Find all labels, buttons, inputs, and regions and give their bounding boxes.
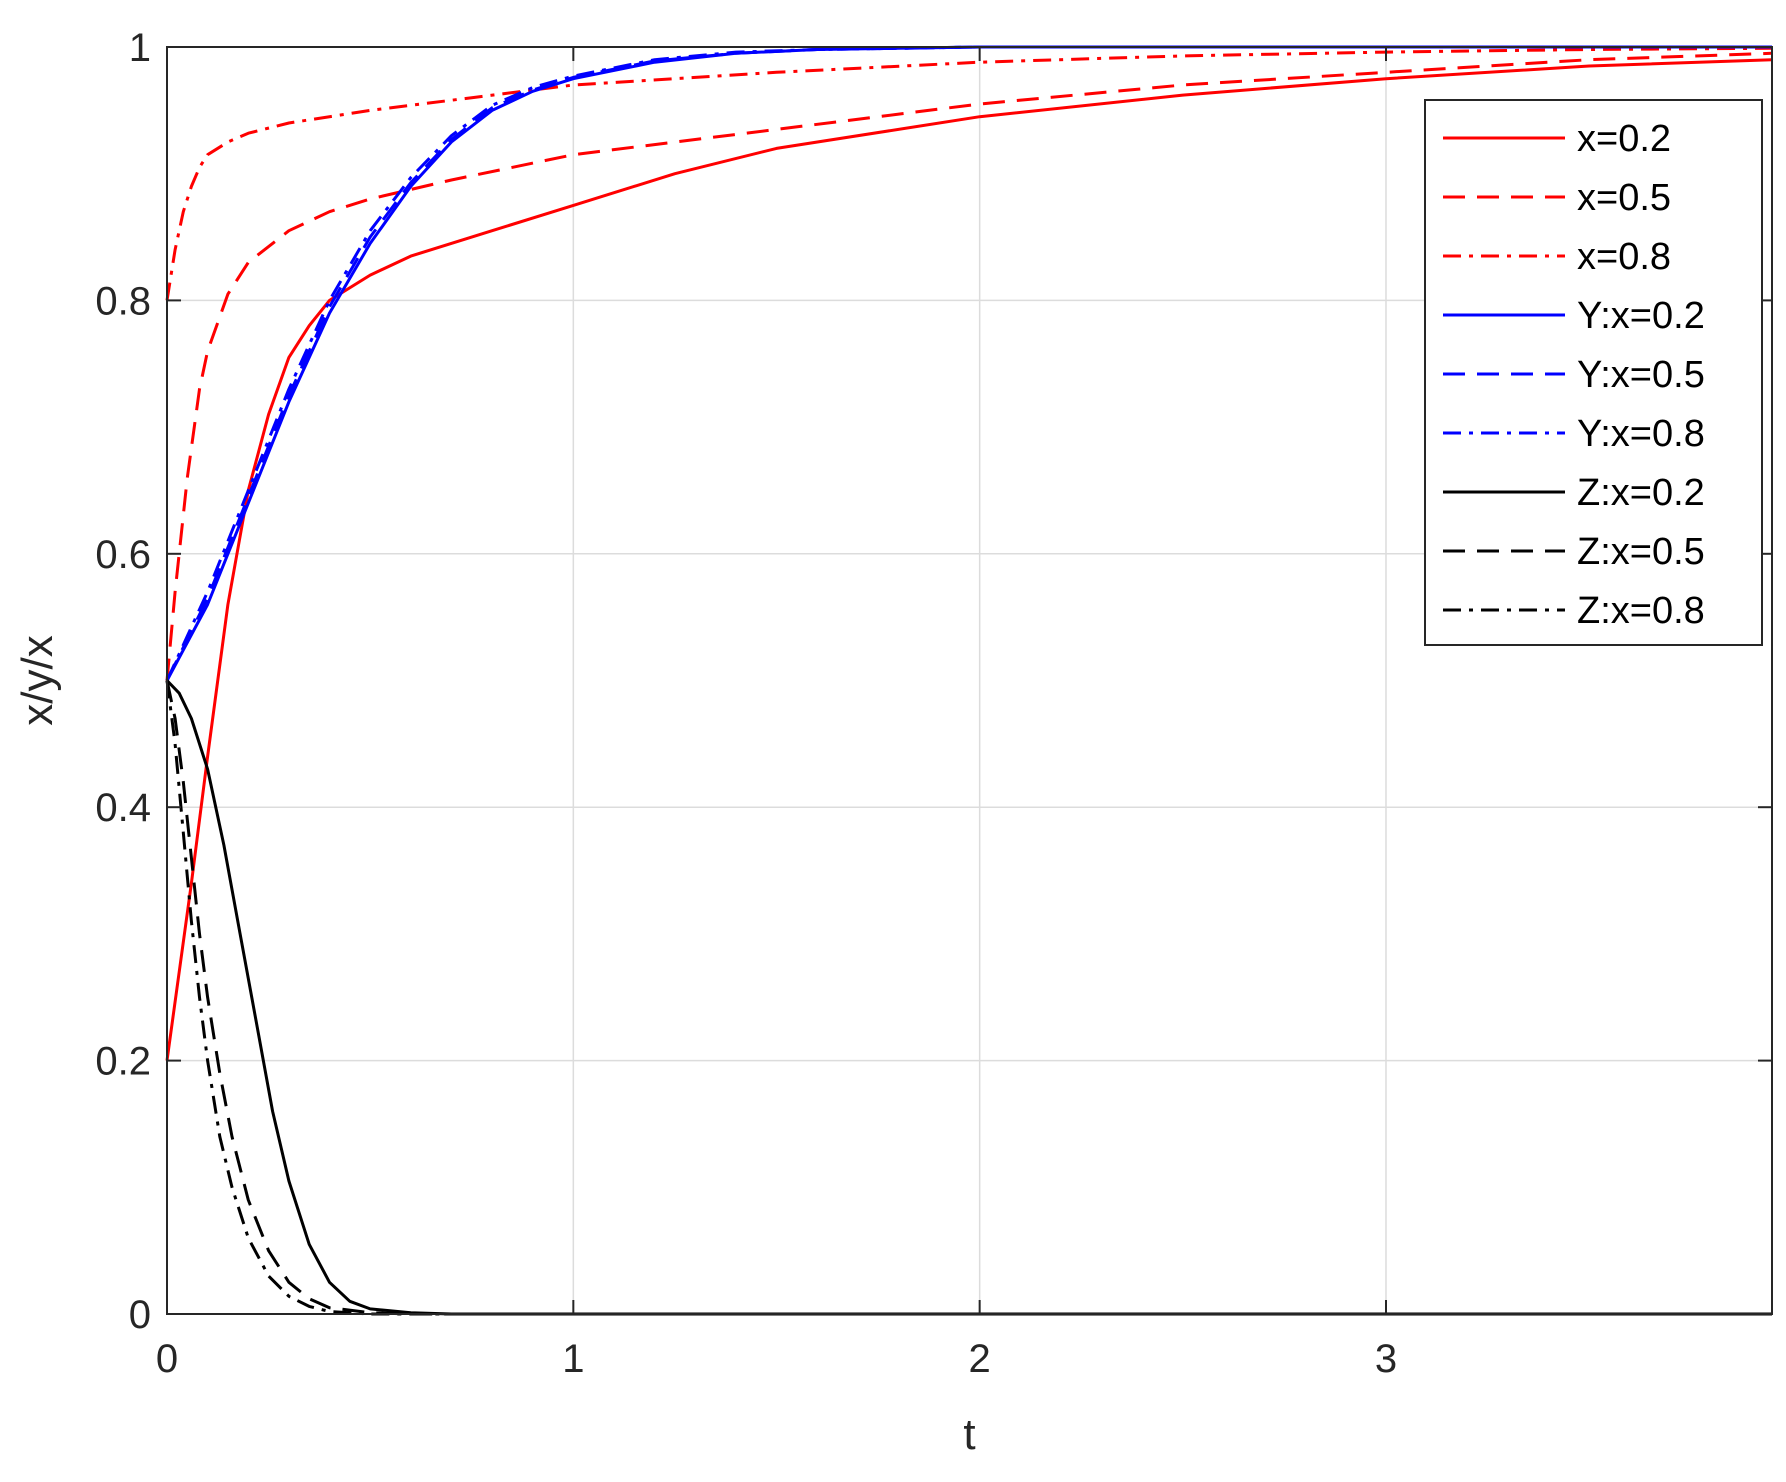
y-tick-label: 1	[129, 26, 151, 70]
x-tick-label: 2	[969, 1337, 991, 1381]
legend-entry-label: x=0.5	[1577, 177, 1671, 219]
legend: x=0.2 x=0.5 x=0.8 Y:x=0.2 Y:x=0.5 Y:x=0.8 Z:x=…	[1424, 99, 1763, 646]
y-tick-label: 0	[129, 1293, 151, 1337]
axes-box	[166, 46, 1773, 1315]
series-line-2	[165, 51, 1773, 681]
x-tick-label: 0	[156, 1337, 178, 1381]
y-tick-label: 0.6	[95, 533, 151, 577]
legend-entry-label: x=0.8	[1577, 236, 1671, 278]
series-line-3	[165, 46, 1773, 301]
x-axis-label: t	[963, 1410, 975, 1459]
axis-ticks: 0 1 2 3 0 0.2 0.4 0.6 0.8 1	[95, 26, 1772, 1381]
y-tick-label: 0.4	[95, 786, 151, 830]
series-line-1	[165, 58, 1773, 1061]
legend-entry-label: Y:x=0.2	[1577, 295, 1705, 337]
x-tick-label: 3	[1375, 1337, 1397, 1381]
legend-entry-label: Z:x=0.5	[1577, 531, 1705, 573]
series-line-8	[165, 680, 1772, 1316]
y-axis-label: x/y/x	[13, 635, 62, 725]
legend-entry-label: Y:x=0.8	[1577, 413, 1705, 455]
y-tick-label: 0.8	[95, 279, 151, 323]
legend-entry-label: Y:x=0.5	[1577, 354, 1705, 396]
legend-entry-label: Z:x=0.2	[1577, 472, 1705, 514]
legend-entry-label: Z:x=0.8	[1577, 590, 1705, 632]
legend-entry-label: x=0.2	[1577, 118, 1671, 160]
y-tick-label: 0.2	[95, 1040, 151, 1084]
x-tick-label: 1	[562, 1337, 584, 1381]
